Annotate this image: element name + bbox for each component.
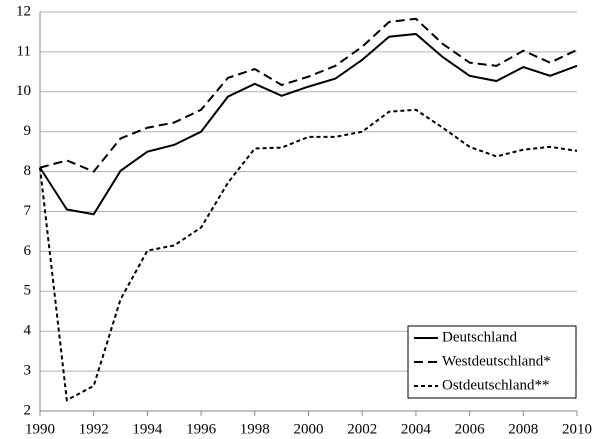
y-tick-label: 8 — [24, 163, 32, 179]
x-tick-label: 2006 — [455, 421, 486, 437]
x-tick-label: 2004 — [401, 421, 432, 437]
legend-label: Deutschland — [442, 329, 517, 345]
series-line — [39, 32, 578, 216]
y-tick-label: 3 — [24, 363, 32, 379]
y-tick-label: 9 — [24, 123, 32, 139]
y-tick-label: 11 — [17, 43, 31, 59]
series-line — [39, 17, 578, 173]
x-tick-label: 2002 — [347, 421, 377, 437]
x-tick-label: 1990 — [25, 421, 55, 437]
legend: Deutschland Westdeutschland* Ostdeutschlan… — [407, 325, 577, 399]
y-tick-label: 5 — [24, 283, 32, 299]
legend-label: Westdeutschland* — [442, 353, 551, 369]
legend-label: Ostdeutschland** — [442, 377, 549, 393]
series-line — [39, 108, 578, 402]
y-tick-label: 7 — [24, 203, 32, 219]
x-tick-label: 1996 — [186, 421, 217, 437]
y-tick-label: 4 — [24, 323, 32, 339]
y-tick-label: 2 — [24, 402, 32, 418]
y-tick-label: 10 — [16, 83, 31, 99]
x-tick-label: 1998 — [240, 421, 270, 437]
x-tick-label: 2000 — [294, 421, 324, 437]
x-tick-label: 1994 — [132, 421, 163, 437]
y-tick-label: 6 — [24, 243, 32, 259]
x-tick-label: 1992 — [79, 421, 109, 437]
x-tick-label: 2008 — [508, 421, 538, 437]
y-tick-label: 12 — [16, 3, 31, 19]
x-tick-label: 2010 — [562, 421, 592, 437]
